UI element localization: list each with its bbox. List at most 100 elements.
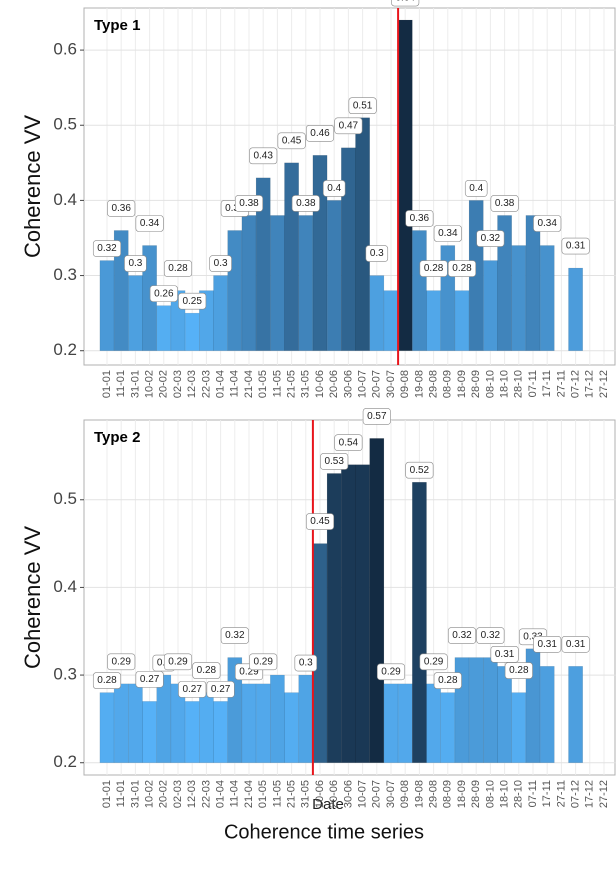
x-tick-label: 17-12 (584, 370, 596, 398)
bar (128, 683, 143, 763)
value-label: 0.28 (92, 672, 122, 689)
y-tick-label: 0.4 (53, 577, 77, 596)
bar (99, 260, 115, 351)
bar (241, 683, 257, 763)
value-label: 0.36 (107, 200, 136, 217)
x-tick-label: 18-09 (456, 780, 468, 808)
bar (412, 481, 427, 763)
value-label: 0.25 (178, 292, 207, 310)
value-label-text: 0.53 (324, 456, 344, 467)
value-label-text: 0.29 (168, 656, 188, 667)
bar (369, 438, 385, 763)
value-label-box (362, 408, 391, 425)
value-label-text: 0.28 (509, 665, 529, 676)
value-label-box (334, 117, 363, 135)
x-tick-label: 20-02 (158, 780, 170, 808)
value-label-box (277, 132, 306, 150)
value-label-box (135, 215, 164, 232)
value-label-text: 0.32 (481, 233, 501, 244)
x-tick-label: 08-09 (442, 370, 454, 398)
bar (511, 692, 527, 763)
value-label-text: 0.51 (353, 100, 373, 111)
bar (255, 683, 271, 763)
value-label-text: 0.31 (566, 639, 586, 650)
bar (369, 275, 385, 351)
value-label-box (291, 195, 320, 212)
x-tick-label: 10-07 (357, 780, 369, 808)
value-label: 0.29 (107, 653, 136, 671)
value-label: 0.45 (305, 513, 335, 530)
bar (128, 275, 143, 351)
value-label: 0.34 (433, 225, 462, 242)
x-tick-label: 08-09 (442, 780, 454, 808)
bar (298, 215, 314, 351)
value-label: 0.53 (320, 453, 349, 470)
x-tick-label: 29-08 (428, 370, 440, 398)
value-label-text: 0.47 (339, 120, 359, 131)
bar (199, 692, 214, 763)
value-label-box (294, 654, 318, 672)
value-label-text: 0.46 (310, 128, 330, 139)
value-label-text: 0.43 (253, 150, 273, 161)
bar (483, 657, 498, 763)
value-label: 0.32 (476, 230, 505, 247)
bar (497, 666, 512, 763)
bar (270, 674, 285, 763)
x-tick-label: 10-06 (314, 780, 326, 808)
x-tick-label: 12-03 (186, 780, 198, 808)
value-label-text: 0.27 (211, 684, 231, 695)
x-tick-label: 02-03 (172, 780, 184, 808)
value-label-text: 0.3 (370, 248, 384, 259)
value-label-box (376, 663, 406, 681)
x-tick-label: 27-12 (598, 370, 610, 398)
value-label-box (476, 230, 505, 247)
x-tick-label: 10-07 (357, 370, 369, 398)
x-tick-label: 31-05 (300, 370, 312, 398)
x-tick-label: 27-12 (598, 780, 610, 808)
value-label: 0.29 (419, 653, 448, 671)
bar (113, 683, 129, 763)
value-label-text: 0.34 (438, 228, 458, 239)
x-tick-label: 07-12 (570, 780, 582, 808)
x-tick-label: 17-11 (541, 370, 553, 397)
value-label-text: 0.28 (452, 263, 472, 274)
value-label: 0.28 (433, 672, 462, 689)
value-label: 0.38 (490, 195, 519, 212)
y-tick-label: 0.6 (53, 40, 77, 59)
value-label-box (334, 434, 363, 452)
bar (426, 290, 441, 351)
x-tick-label: 11-05 (271, 780, 283, 807)
bar (184, 312, 200, 351)
y-tick-label: 0.5 (53, 489, 77, 508)
value-label-text: 0.29 (424, 656, 444, 667)
x-tick-label: 22-03 (200, 370, 212, 398)
y-tick-label: 0.3 (53, 665, 77, 684)
bar (440, 692, 456, 763)
x-tick-label: 28-10 (513, 370, 525, 398)
x-tick-label: 10-06 (314, 370, 326, 398)
x-tick-label: 11-04 (229, 370, 241, 397)
value-label: 0.34 (533, 215, 562, 232)
bar (284, 692, 299, 763)
x-tick-label: 01-05 (257, 370, 269, 398)
x-tick-label: 11-01 (115, 370, 127, 397)
bar (397, 19, 413, 351)
x-tick-label: 10-02 (144, 780, 156, 808)
value-label: 0.31 (561, 636, 590, 653)
value-label-text: 0.3 (299, 658, 313, 669)
value-label-box (149, 285, 178, 302)
value-label-box (92, 672, 122, 689)
bar (213, 701, 228, 763)
value-label-text: 0.29 (381, 666, 401, 677)
value-label: 0.32 (92, 240, 122, 257)
value-label-text: 0.29 (111, 656, 131, 667)
value-label-text: 0.52 (410, 465, 430, 476)
bar (298, 674, 314, 763)
x-tick-label: 01-04 (215, 370, 227, 398)
value-label-text: 0.31 (495, 649, 515, 660)
value-label-box (490, 195, 519, 212)
value-label-box (107, 653, 136, 671)
y-axis-title: Coherence VV (20, 526, 45, 669)
value-label: 0.31 (490, 646, 519, 663)
value-label-box (305, 513, 335, 530)
